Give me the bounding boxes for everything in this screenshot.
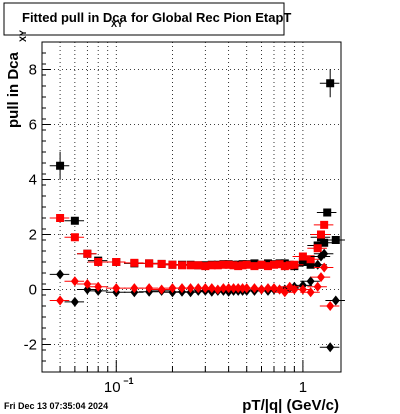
data-point-diamond [250, 283, 259, 294]
data-point-square [94, 258, 103, 266]
y-tick-labels: -2 0 2 4 6 8 [24, 62, 37, 354]
x-tick-label: 1 [299, 379, 307, 396]
data-point-square [306, 255, 315, 264]
data-point-square [234, 262, 243, 271]
data-point-square [269, 260, 278, 269]
y-tick-label: 2 [29, 227, 37, 244]
data-point-diamond [145, 283, 154, 294]
data-point-square [250, 262, 259, 271]
data-point-diamond [313, 281, 322, 292]
data-point-square [263, 262, 272, 271]
data-point-diamond [331, 295, 340, 306]
chart-title-prefix: Fitted pull in Dca [22, 10, 127, 25]
data-point-diamond [306, 276, 315, 287]
data-point-diamond [56, 295, 65, 306]
data-point-square [242, 260, 251, 269]
data-point-square [83, 249, 92, 258]
data-point-diamond [130, 283, 139, 294]
plot-frame [41, 41, 342, 373]
data-point-square [290, 260, 299, 269]
y-tick-label: 0 [29, 282, 37, 299]
data-point-square [56, 214, 65, 222]
data-point-diamond [320, 262, 329, 273]
y-axis-title-subscript: XY [18, 30, 28, 42]
data-point-diamond [316, 272, 325, 283]
y-axis-title-group: pull in Dca XY [5, 30, 28, 128]
data-point-diamond [269, 283, 278, 294]
data-point-square [298, 252, 307, 261]
y-tick-label: 4 [29, 172, 37, 189]
data-point-square [275, 260, 284, 269]
data-point-diamond [213, 284, 222, 295]
data-point-square [56, 161, 65, 170]
data-point-square [280, 262, 289, 271]
timestamp-footer: Fri Dec 13 07:35:04 2024 [4, 401, 108, 411]
y-tick-label: 8 [29, 62, 37, 79]
y-axis-title: pull in Dca [5, 52, 22, 129]
x-axis-title: pT/|q| (GeV/c) [242, 397, 339, 414]
data-point-square [168, 260, 177, 269]
y-tick-label: -2 [24, 337, 37, 354]
data-point-diamond [157, 284, 166, 295]
data-point-square [201, 262, 210, 271]
data-point-square [157, 259, 166, 268]
data-point-square [70, 216, 79, 225]
data-point-square [257, 260, 266, 269]
data-point-square [316, 230, 325, 239]
title-box-frame [3, 2, 285, 36]
data-point-square [238, 261, 247, 270]
chart-title-subscript: XY [111, 19, 123, 29]
x-tick-labels: 10 −1 1 [104, 376, 307, 396]
data-point-square [298, 258, 307, 266]
title-box: Fitted pull in Dca XY for Global Rec Pio… [3, 2, 291, 36]
data-point-diamond [257, 284, 266, 295]
data-point-diamond [326, 342, 335, 353]
data-point-square [331, 236, 340, 244]
data-point-diamond [326, 301, 335, 311]
data-point-diamond [306, 287, 315, 298]
data-point-square [320, 238, 329, 247]
data-point-square [224, 260, 233, 269]
data-point-diamond [320, 248, 329, 259]
data-point-diamond [207, 283, 216, 294]
x-tick-label: 10 [104, 379, 121, 396]
data-point-diamond [70, 276, 79, 287]
data-point-square [70, 233, 79, 242]
marks-layer [49, 69, 345, 353]
data-point-square [145, 259, 154, 268]
chart-title-suffix: for Global Rec Pion EtapT [131, 10, 291, 25]
data-point-diamond [56, 269, 65, 280]
data-point-diamond [94, 281, 103, 292]
data-point-square [213, 261, 222, 270]
data-point-square [285, 261, 294, 270]
data-point-square [313, 244, 322, 253]
data-point-diamond [112, 283, 121, 294]
x-tick-label-exponent: −1 [123, 376, 133, 386]
data-point-square [112, 258, 121, 266]
data-point-square [130, 258, 139, 267]
data-point-square [320, 220, 329, 229]
data-point-square [323, 208, 332, 217]
data-point-square [194, 261, 203, 270]
y-tick-label: 6 [29, 117, 37, 134]
data-point-diamond [70, 296, 79, 307]
data-point-square [326, 79, 335, 88]
